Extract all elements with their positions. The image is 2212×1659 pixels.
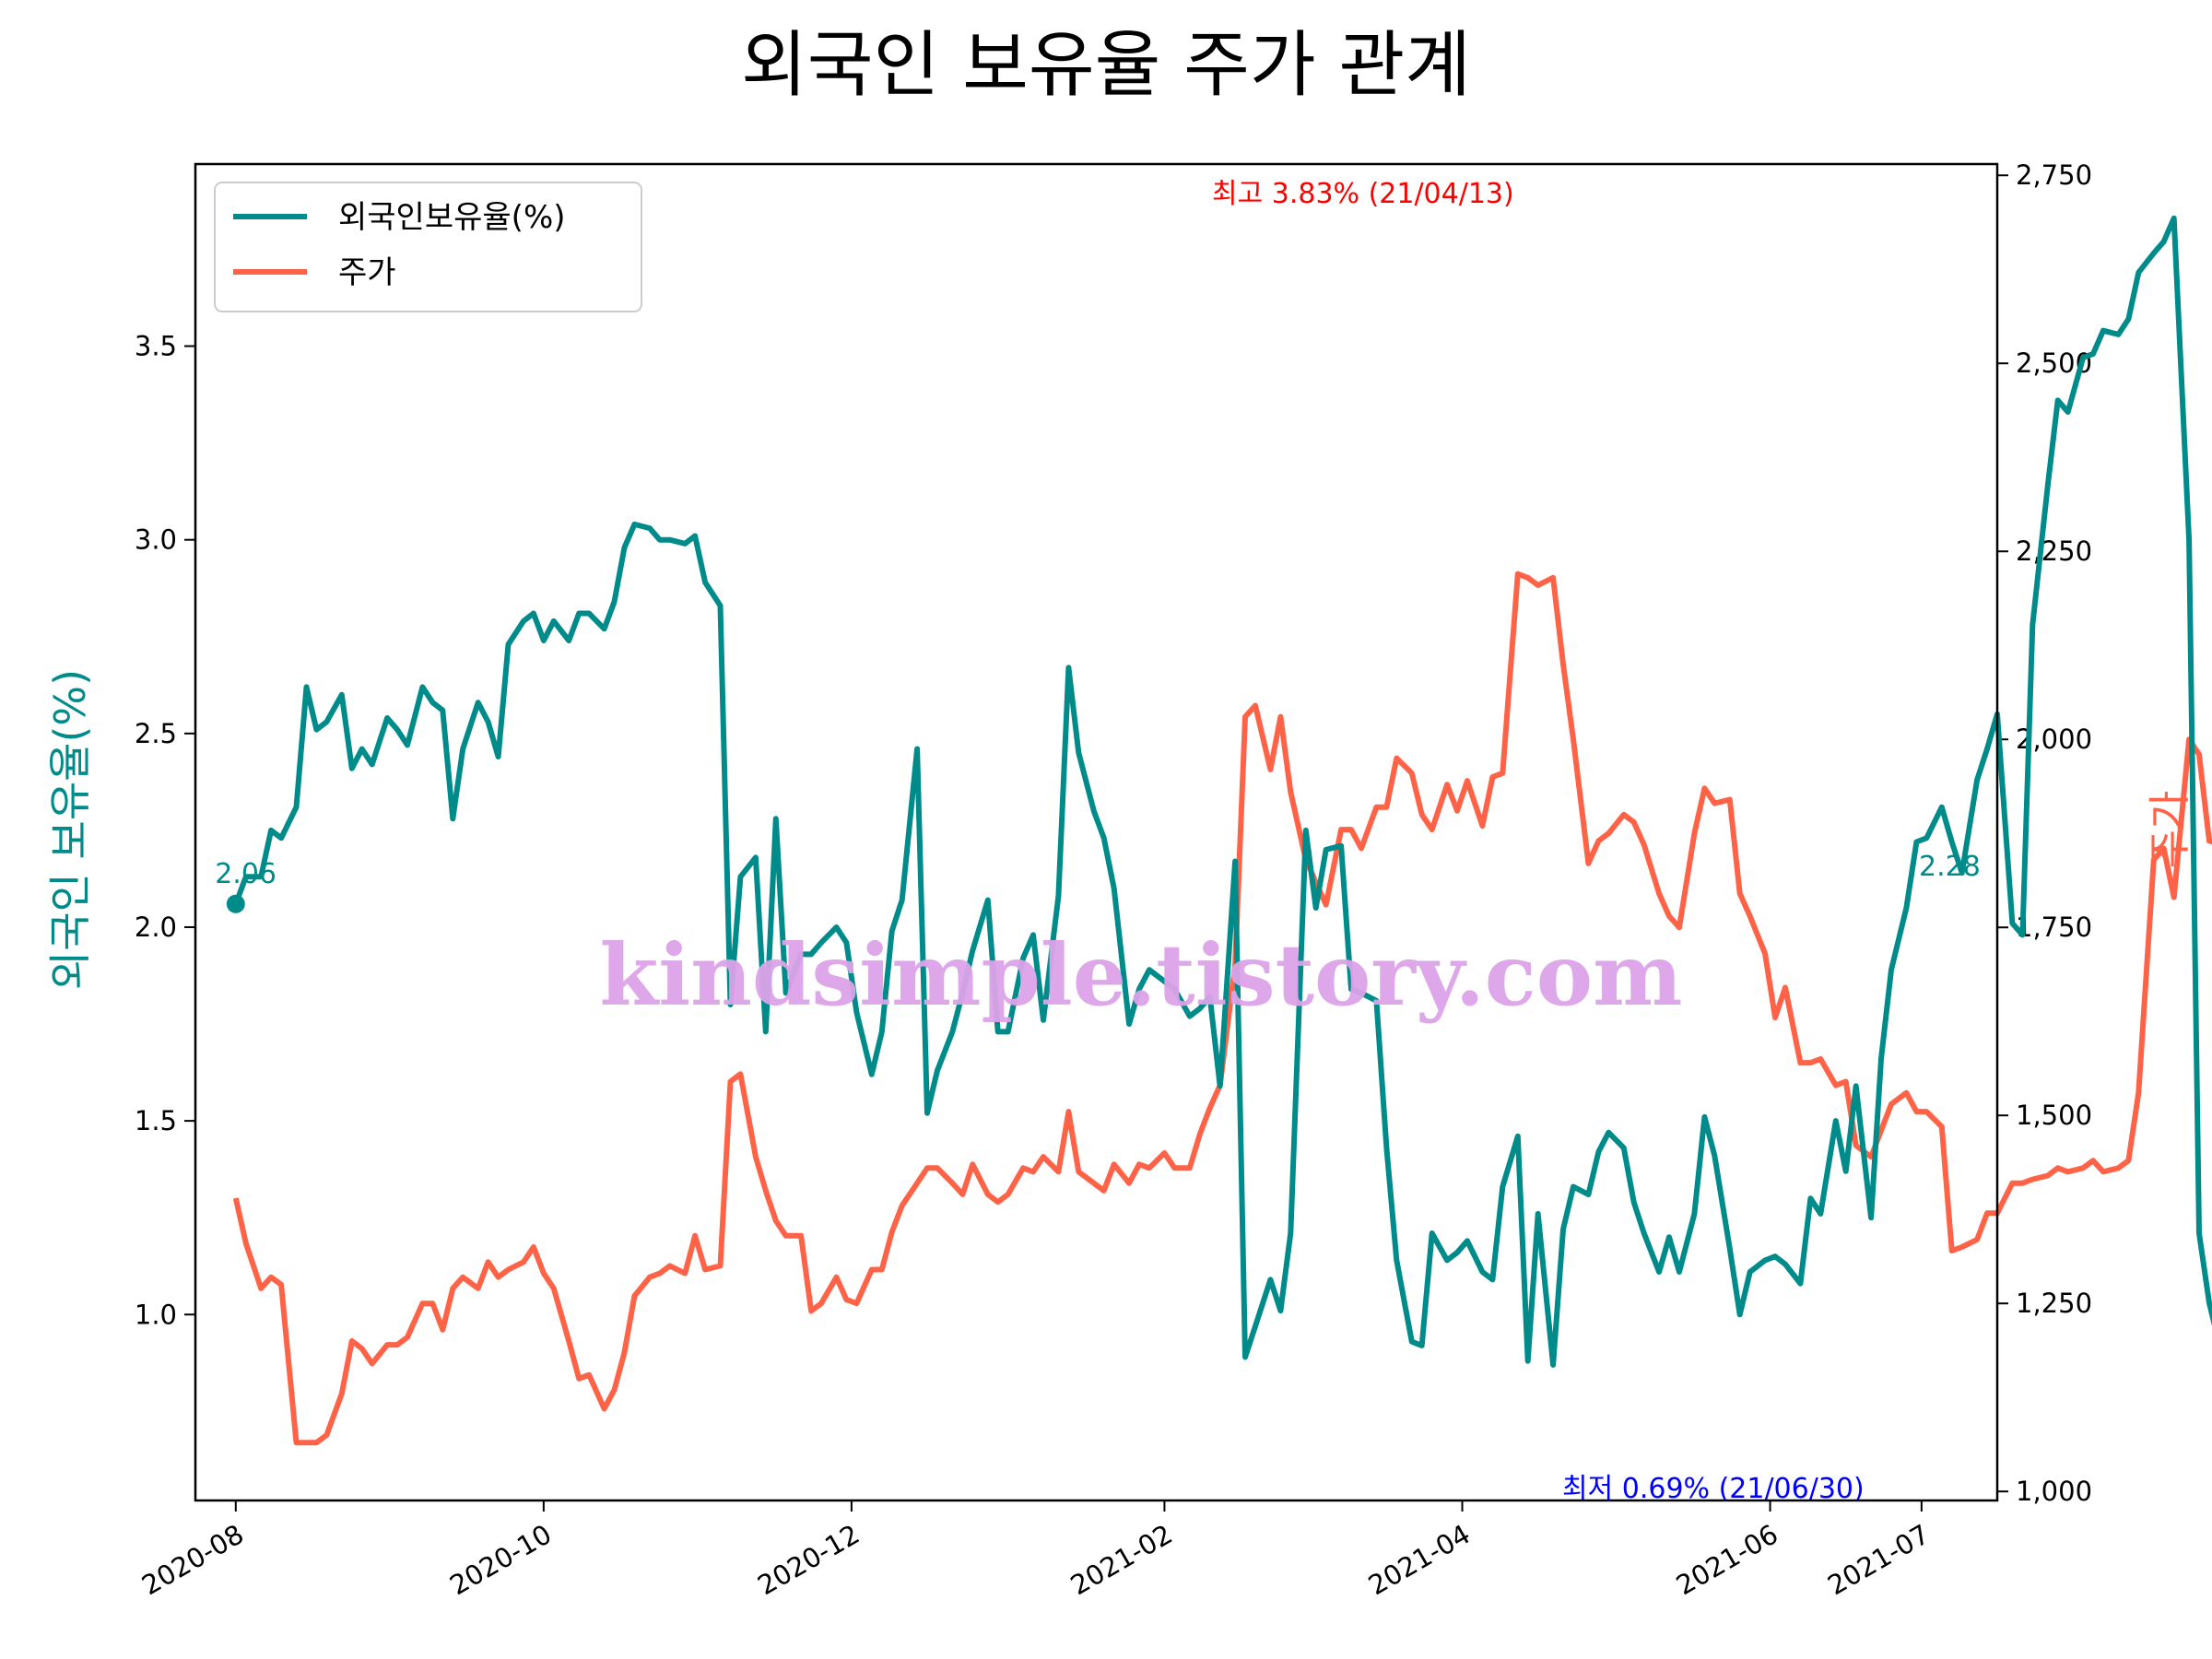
plot-frame xyxy=(194,162,1999,1502)
y-right-tick-label: 1,000 xyxy=(2016,1476,2092,1507)
y-left-tick-label: 2.0 xyxy=(135,912,177,943)
y-right-tick-label: 1,250 xyxy=(2016,1288,2092,1319)
series-line-foreign-ownership xyxy=(232,215,2212,1368)
y-left-axis-ticks: 1.0 1.5 2.0 2.5 3.0 3.5 xyxy=(135,331,195,1330)
y-left-tick-label: 2.5 xyxy=(135,718,177,749)
chart-title: 외국인 보유율 주가 관계 xyxy=(741,24,1471,107)
y-left-tick-label: 1.0 xyxy=(135,1299,177,1330)
y-right-tick-label: 2,250 xyxy=(2016,535,2092,567)
series-line-stock-price xyxy=(232,571,2212,1446)
y-left-tick-label: 3.0 xyxy=(135,524,177,556)
start-marker xyxy=(226,894,245,913)
y-right-tick-label: 1,750 xyxy=(2016,912,2092,943)
legend-box xyxy=(214,182,642,312)
end-value-label: 2.28 xyxy=(1919,851,1981,883)
y-right-axis-label: 주가 xyxy=(2145,791,2194,869)
watermark: kindsimple.tistory.com xyxy=(599,925,1682,1025)
max-annotation: 최고 3.83% (21/04/13) xyxy=(1212,178,1514,210)
legend-label-stock-price: 주가 xyxy=(338,254,396,291)
legend-label-foreign-ownership: 외국인보유율(%) xyxy=(338,199,566,236)
y-left-axis-label: 외국인 보유율(%) xyxy=(45,669,95,990)
series-layer xyxy=(232,215,2212,1446)
y-left-tick-label: 3.5 xyxy=(135,331,177,362)
y-left-tick-label: 1.5 xyxy=(135,1105,177,1136)
legend: 외국인보유율(%) 주가 xyxy=(214,182,642,312)
start-value-label: 2.06 xyxy=(215,858,276,890)
y-right-tick-label: 1,500 xyxy=(2016,1100,2092,1131)
y-right-tick-label: 2,750 xyxy=(2016,159,2092,191)
